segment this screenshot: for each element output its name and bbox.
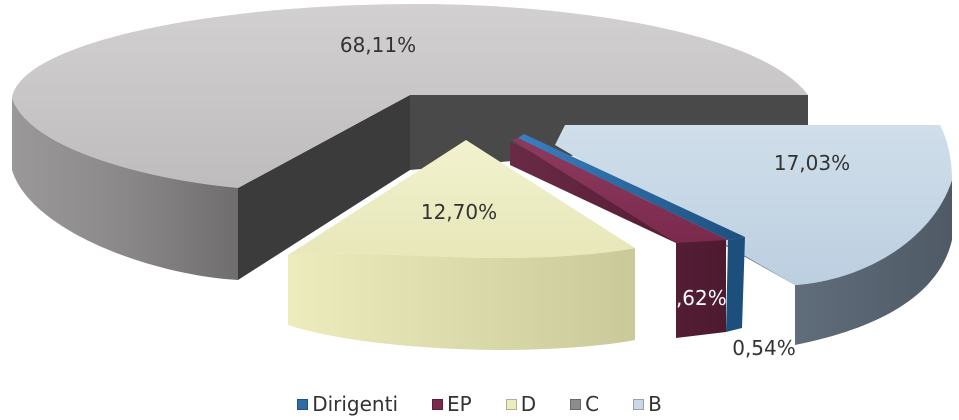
slice-b-top: [555, 125, 952, 285]
legend-swatch-ep: [432, 398, 443, 410]
slice-d-top: [288, 140, 635, 258]
legend-label-d: D: [520, 392, 537, 416]
slice-d-side: [288, 248, 635, 350]
legend-label-c: C: [585, 392, 600, 416]
slice-b: [555, 125, 952, 345]
data-label-ep: 1,62%: [663, 286, 727, 310]
slice-c-top: [12, 4, 808, 188]
slice-ep-top: [512, 138, 728, 243]
data-label-dirigenti: 0,54%: [732, 336, 796, 360]
legend-item-d: D: [505, 392, 537, 416]
legend-item-c: C: [570, 392, 599, 416]
legend-item-dirigenti: Dirigenti: [297, 392, 398, 416]
slice-dirigenti-side: [726, 237, 745, 332]
slice-d: [288, 140, 635, 350]
slice-dirigenti-top: [518, 134, 745, 240]
legend: Dirigenti EP D C B: [0, 392, 959, 416]
data-label-c: 68,11%: [340, 33, 416, 57]
legend-label-b: B: [648, 392, 662, 416]
legend-label-ep: EP: [447, 392, 472, 416]
data-label-b: 17,03%: [774, 151, 850, 175]
legend-item-ep: EP: [432, 392, 472, 416]
legend-swatch-c: [570, 398, 582, 410]
legend-label-dirigenti: Dirigenti: [312, 392, 398, 416]
slice-c-inner-wall: [238, 95, 410, 280]
slice-ep: [510, 138, 728, 338]
data-label-d: 12,70%: [421, 200, 497, 224]
legend-swatch-d: [505, 398, 517, 410]
slice-dirigenti: [518, 134, 745, 332]
slice-c-side: [12, 98, 238, 280]
legend-item-b: B: [633, 392, 662, 416]
legend-swatch-dirigenti: [297, 398, 309, 410]
legend-swatch-b: [633, 398, 645, 410]
